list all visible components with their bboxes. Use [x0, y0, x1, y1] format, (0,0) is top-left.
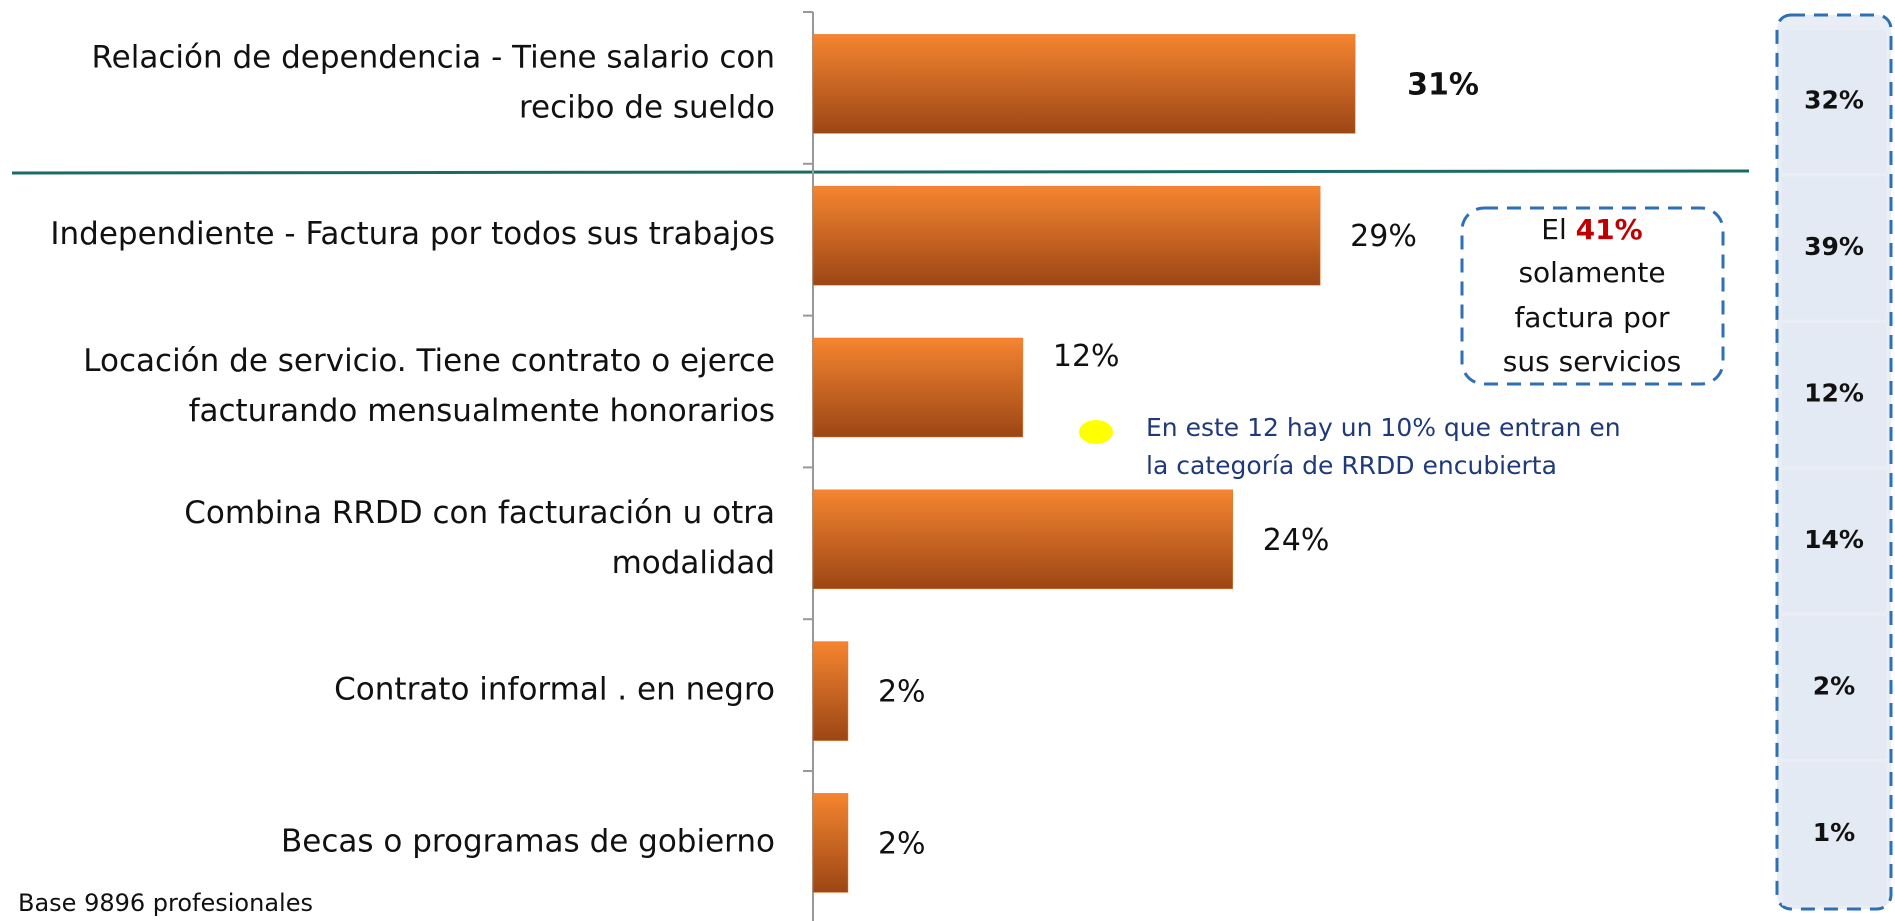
- side-value: 14%: [1804, 525, 1864, 554]
- bar: [812, 185, 1321, 286]
- category-label: Contrato informal . en negro: [334, 672, 775, 708]
- bar: [812, 641, 849, 741]
- bar: [812, 793, 849, 893]
- footer: Base 9896 profesionales: [18, 889, 313, 917]
- category-label: facturando mensualmente honorarios: [189, 393, 775, 429]
- category-label: Locación de servicio. Tiene contrato o e…: [83, 343, 775, 379]
- note-line: En este 12 hay un 10% que entran en: [1146, 413, 1621, 442]
- value-label: 12%: [1053, 339, 1120, 374]
- side-cell: [1782, 176, 1886, 320]
- category-label: recibo de sueldo: [519, 89, 775, 125]
- side-cell: [1782, 30, 1886, 173]
- category-label: Independiente - Factura por todos sus tr…: [50, 216, 775, 252]
- callout-box: [1460, 206, 1725, 386]
- category-label: Combina RRDD con facturación u otra: [184, 495, 775, 531]
- bar: [812, 489, 1233, 590]
- callout-highlight: 41%: [1576, 213, 1643, 246]
- side-cell: [1782, 762, 1886, 906]
- side-value: 39%: [1804, 232, 1864, 261]
- category-label: Becas o programas de gobierno: [281, 823, 775, 859]
- side-value: 1%: [1813, 818, 1855, 847]
- bar: [812, 34, 1356, 134]
- highlight-dot: [1079, 420, 1113, 444]
- callout-line: factura por: [1514, 301, 1670, 334]
- side-value: 2%: [1813, 672, 1855, 701]
- callout-title: El 41%: [1541, 213, 1642, 246]
- callout-prefix: El: [1541, 213, 1566, 246]
- bar: [812, 337, 1024, 438]
- side-cell: [1782, 469, 1886, 613]
- note-line: la categoría de RRDD encubierta: [1146, 451, 1557, 480]
- value-label: 31%: [1407, 67, 1479, 102]
- callout-line: solamente: [1518, 256, 1665, 289]
- side-value: 32%: [1804, 86, 1864, 115]
- side-cell: [1782, 323, 1886, 466]
- category-label: Relación de dependencia - Tiene salario …: [92, 39, 775, 75]
- value-label: 29%: [1350, 219, 1417, 254]
- category-label: modalidad: [612, 545, 775, 581]
- value-label: 24%: [1263, 523, 1330, 558]
- side-value: 12%: [1804, 379, 1864, 408]
- side-cell: [1782, 616, 1886, 759]
- separator: [11, 169, 1750, 175]
- callout-line: sus servicios: [1503, 345, 1681, 378]
- value-label: 2%: [878, 826, 926, 861]
- value-label: 2%: [878, 675, 926, 710]
